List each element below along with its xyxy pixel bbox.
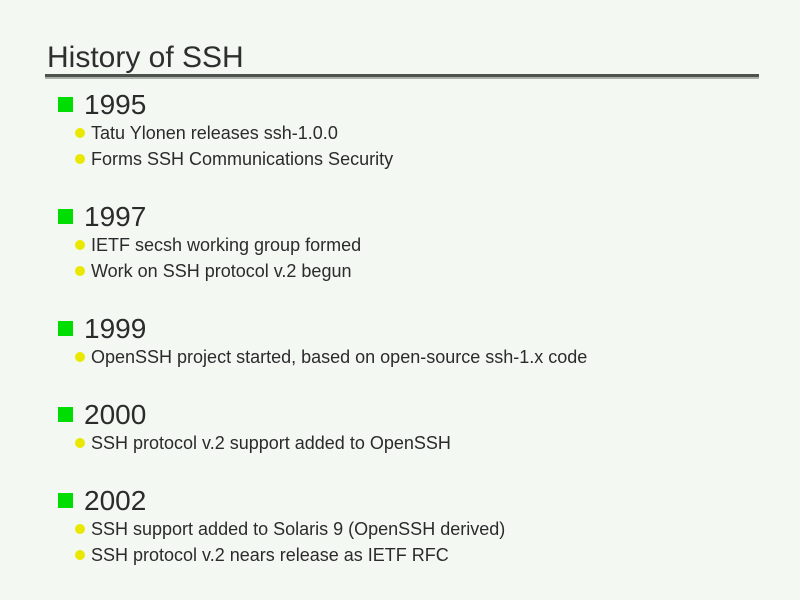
timeline-item: SSH support added to Solaris 9 (OpenSSH … bbox=[58, 516, 758, 542]
timeline-item: SSH protocol v.2 nears release as IETF R… bbox=[58, 542, 758, 568]
title-divider-dark-line bbox=[45, 74, 759, 77]
yellow-circle-bullet-icon bbox=[75, 240, 85, 250]
item-label: Forms SSH Communications Security bbox=[91, 149, 394, 169]
green-square-bullet-icon bbox=[58, 407, 73, 422]
slide-title: History of SSH bbox=[47, 41, 244, 74]
year-heading: 1995 bbox=[58, 90, 758, 120]
timeline-item: Tatu Ylonen releases ssh-1.0.0 bbox=[58, 120, 758, 146]
timeline-section: 2002 SSH support added to Solaris 9 (Ope… bbox=[58, 486, 758, 568]
timeline-section: 1999 OpenSSH project started, based on o… bbox=[58, 314, 758, 370]
green-square-bullet-icon bbox=[58, 493, 73, 508]
timeline-item: Forms SSH Communications Security bbox=[58, 146, 758, 172]
year-label: 1999 bbox=[84, 313, 147, 344]
year-heading: 2000 bbox=[58, 400, 758, 430]
title-divider-light-line bbox=[45, 77, 759, 79]
yellow-circle-bullet-icon bbox=[75, 524, 85, 534]
timeline-list: 1995 Tatu Ylonen releases ssh-1.0.0 Form… bbox=[58, 90, 758, 568]
year-heading: 1999 bbox=[58, 314, 758, 344]
title-divider bbox=[45, 74, 759, 79]
timeline-item: Work on SSH protocol v.2 begun bbox=[58, 258, 758, 284]
timeline-section: 1997 IETF secsh working group formed Wor… bbox=[58, 202, 758, 284]
green-square-bullet-icon bbox=[58, 209, 73, 224]
timeline-item: SSH protocol v.2 support added to OpenSS… bbox=[58, 430, 758, 456]
year-label: 1997 bbox=[84, 201, 147, 232]
timeline-section: 1995 Tatu Ylonen releases ssh-1.0.0 Form… bbox=[58, 90, 758, 172]
timeline-item: IETF secsh working group formed bbox=[58, 232, 758, 258]
timeline-item: OpenSSH project started, based on open-s… bbox=[58, 344, 758, 370]
year-heading: 2002 bbox=[58, 486, 758, 516]
year-label: 1995 bbox=[84, 89, 147, 120]
year-label: 2000 bbox=[84, 399, 147, 430]
green-square-bullet-icon bbox=[58, 321, 73, 336]
year-heading: 1997 bbox=[58, 202, 758, 232]
yellow-circle-bullet-icon bbox=[75, 266, 85, 276]
yellow-circle-bullet-icon bbox=[75, 154, 85, 164]
yellow-circle-bullet-icon bbox=[75, 352, 85, 362]
green-square-bullet-icon bbox=[58, 97, 73, 112]
year-label: 2002 bbox=[84, 485, 147, 516]
item-label: Tatu Ylonen releases ssh-1.0.0 bbox=[91, 123, 338, 143]
yellow-circle-bullet-icon bbox=[75, 128, 85, 138]
item-label: SSH support added to Solaris 9 (OpenSSH … bbox=[91, 519, 506, 539]
item-label: SSH protocol v.2 nears release as IETF R… bbox=[91, 545, 449, 565]
item-label: IETF secsh working group formed bbox=[91, 235, 362, 255]
item-label: SSH protocol v.2 support added to OpenSS… bbox=[91, 433, 451, 453]
item-label: Work on SSH protocol v.2 begun bbox=[91, 261, 352, 281]
timeline-section: 2000 SSH protocol v.2 support added to O… bbox=[58, 400, 758, 456]
yellow-circle-bullet-icon bbox=[75, 550, 85, 560]
item-label: OpenSSH project started, based on open-s… bbox=[91, 347, 588, 367]
yellow-circle-bullet-icon bbox=[75, 438, 85, 448]
